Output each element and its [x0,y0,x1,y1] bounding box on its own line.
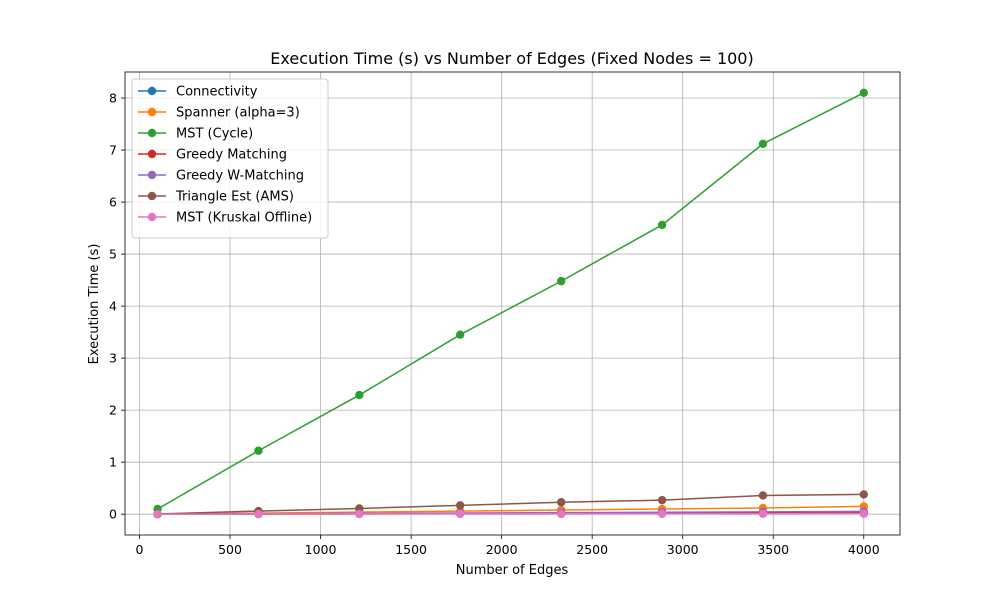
legend-marker [147,149,157,159]
x-tick-label: 2000 [486,542,518,557]
data-point-mst-cycle [254,446,263,455]
data-point-mst-kruskal-offline [657,509,667,519]
y-tick-label: 6 [109,195,117,210]
legend-label: Spanner (alpha=3) [176,106,300,121]
legend-marker [147,170,157,180]
legend-item-greedy-matching: Greedy Matching [138,148,287,163]
legend-marker [147,86,157,96]
x-axis-label: Number of Edges [456,563,569,578]
y-tick-label: 0 [109,507,117,522]
legend-marker [147,107,157,117]
data-point-triangle-est-ams [557,498,566,507]
y-tick-label: 4 [109,299,117,314]
legend-box [131,78,329,239]
data-point-mst-kruskal-offline [557,509,566,519]
legend: Connectivity Spanner (alpha=3) MST (Cycle)… [131,78,329,239]
legend-label: Greedy Matching [176,148,287,163]
data-point-mst-cycle [455,330,465,339]
legend-item-spanner-alpha-3: Spanner (alpha=3) [138,106,300,121]
data-point-triangle-est-ams [455,501,465,510]
data-point-mst-kruskal-offline [153,509,162,519]
x-tick-label: 500 [218,542,242,557]
x-tick-label: 1500 [395,542,427,557]
plot-frame [124,71,901,536]
legend-marker [147,191,157,201]
y-tick-label: 2 [109,403,117,418]
legend-label: MST (Kruskal Offline) [176,211,312,226]
data-point-triangle-est-ams [859,490,868,499]
legend-item-greedy-w-matching: Greedy W-Matching [138,169,304,184]
series-line-mst-cycle [157,92,865,510]
series-line-triangle-est-ams [157,493,864,515]
data-point-mst-cycle [557,276,566,286]
x-tick-label: 0 [136,542,144,557]
x-tick-label: 4000 [848,542,880,557]
legend-marker [147,128,157,138]
data-point-mst-kruskal-offline [355,509,364,519]
legend-label: Greedy W-Matching [176,169,304,184]
data-point-mst-cycle [859,88,868,98]
series-mst-cycle [153,88,868,514]
legend-label: Connectivity [176,85,258,100]
chart-title: Execution Time (s) vs Number of Edges (F… [270,49,753,68]
legend-item-connectivity: Connectivity [138,85,258,100]
y-tick-label: 1 [109,455,117,470]
y-tick-label: 5 [109,247,117,262]
series-layer [153,88,868,519]
axis-ticks: 0 500 1000 1500 2000 2500 3000 3500 4000 0 1 2 3 4 5 6 7… [109,91,880,557]
legend-marker [147,212,157,222]
data-point-triangle-est-ams [657,495,667,505]
data-point-mst-cycle [355,390,364,400]
x-tick-label: 1000 [305,542,337,557]
x-tick-label: 3000 [667,542,699,557]
y-axis-label: Execution Time (s) [87,244,102,365]
x-tick-label: 2500 [576,542,608,557]
data-point-mst-kruskal-offline [859,509,868,518]
legend-label: Triangle Est (AMS) [175,190,294,205]
y-tick-label: 7 [109,143,117,158]
data-point-mst-cycle [657,220,667,230]
legend-label: MST (Cycle) [176,127,253,142]
data-point-mst-kruskal-offline [455,509,465,519]
legend-item-triangle-est-ams: Triangle Est (AMS) [138,190,294,205]
x-tick-label: 3500 [757,542,789,557]
data-point-mst-cycle [758,139,768,148]
y-tick-label: 3 [109,351,117,366]
series-mst-kruskal-offline [153,509,868,519]
data-point-mst-kruskal-offline [758,509,768,519]
legend-item-mst-cycle: MST (Cycle) [138,127,253,142]
data-point-triangle-est-ams [758,491,768,500]
legend-item-mst-kruskal-offline: MST (Kruskal Offline) [138,211,312,226]
data-point-mst-kruskal-offline [254,509,263,519]
y-tick-label: 8 [109,91,117,106]
